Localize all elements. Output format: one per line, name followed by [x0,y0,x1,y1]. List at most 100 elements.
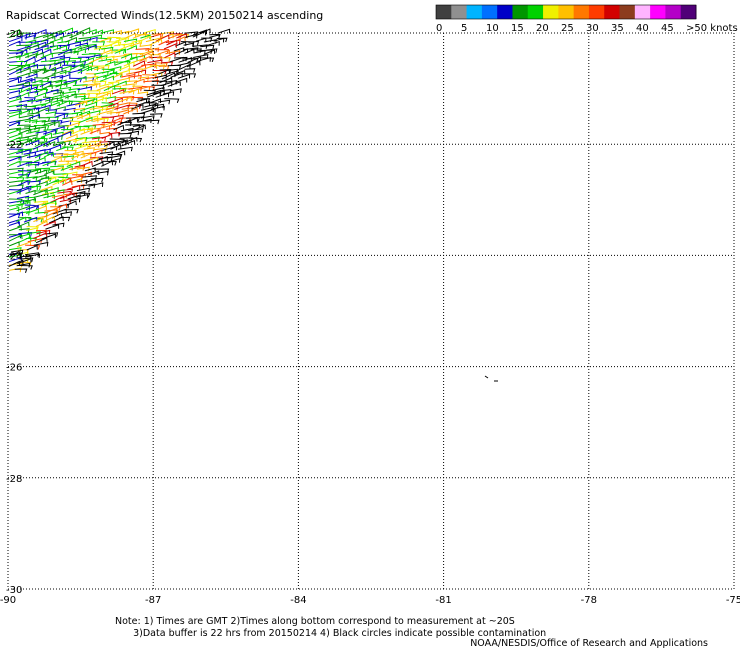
wind-barb [102,89,114,95]
wind-barb [15,91,30,99]
wind-barb [61,129,74,135]
wind-barb [96,125,111,130]
wind-barb [120,127,134,133]
wind-barb [50,166,65,172]
wind-barb [18,228,30,233]
wind-barb [53,91,65,97]
wind-barb [18,265,33,270]
wind-barb [55,82,68,88]
wind-barb [59,74,71,79]
wind-barb [63,138,77,144]
legend-label: 5 [461,23,467,34]
wind-barb [122,42,135,48]
wind-barb [8,129,21,134]
wind-barb [120,53,133,59]
wind-barb [8,241,20,247]
wind-barb [8,155,21,161]
wind-barb [16,251,29,257]
wind-barb [50,195,65,203]
wind-barb [91,161,104,167]
wind-barb [99,37,111,43]
wind-barb [62,155,75,161]
latitude-tick-label: -26 [6,363,22,374]
wind-barb [217,28,231,34]
wind-barb [17,258,32,265]
wind-barb [8,52,23,57]
wind-barb [101,133,113,139]
wind-barb [33,33,49,39]
wind-barb [87,92,99,98]
wind-barb [64,112,79,118]
wind-barb [112,54,127,60]
map-title: Rapidscat Corrected Winds(12.5KM) 201502… [6,9,324,22]
wind-barb [63,80,76,86]
legend-label: >50 knots [686,23,738,34]
wind-barb [16,216,27,222]
wind-barb [9,250,21,257]
wind-barb [157,99,171,105]
wind-barb [136,98,148,104]
wind-barb [200,44,215,50]
wind-barb [41,84,53,90]
wind-barb [8,77,19,83]
wind-barb [40,100,52,107]
wind-barb [81,183,96,189]
wind-barb [146,91,161,98]
wind-barb [24,119,38,124]
longitude-labels: -90 -87 -84 -81 -78 -75 [0,595,740,606]
wind-barb [33,39,49,45]
wind-barb [8,29,21,35]
wind-barb [47,79,63,85]
wind-barb [33,241,49,247]
wind-barb [34,87,48,94]
wind-barb [33,67,47,75]
wind-barb [167,64,182,70]
wind-barb [68,88,81,93]
wind-barb [77,65,90,71]
wind-barb [163,43,177,50]
wind-barb [57,40,70,46]
wind-barb [137,98,151,103]
wind-barb [177,73,191,79]
legend-swatch [573,5,590,19]
longitude-tick-label: -90 [0,595,16,606]
wind-barb [18,84,33,90]
wind-barb [118,69,130,75]
wind-barb [39,80,52,88]
wind-barb [122,95,135,101]
wind-barb [158,39,170,46]
legend-label: 25 [561,23,574,34]
wind-barb [33,77,50,83]
wind-barb [125,80,138,85]
wind-barb [123,61,135,67]
wind-barb [139,54,153,62]
wind-speed-legend: 0 5 10 15 20 25 30 35 40 45 >50 knots [435,4,738,34]
wind-barb [57,163,72,168]
wind-barb [34,169,48,175]
wind-barb [44,88,59,95]
wind-barb [24,134,38,139]
wind-barb [104,60,116,66]
credit-line: NOAA/NESDIS/Office of Research and Appli… [470,638,708,649]
wind-barb [135,124,146,131]
wind-barb [93,66,105,72]
wind-barb [117,139,128,145]
wind-barb [18,108,33,115]
wind-barb [16,200,31,208]
wind-barb [125,136,138,143]
wind-barb [69,114,83,120]
wind-barb [25,53,37,58]
latitude-tick-label: -22 [6,140,22,151]
wind-barb [184,68,196,73]
wind-barb [43,129,57,135]
wind-barb [40,52,53,59]
wind-barb [112,72,123,79]
wind-barb [57,131,72,139]
wind-barb [79,93,91,99]
longitude-tick-label: -87 [145,595,161,606]
wind-barb [92,80,107,86]
wind-barb [35,104,51,110]
wind-barb [53,45,68,51]
wind-barb [154,49,170,54]
wind-barb [114,59,129,66]
